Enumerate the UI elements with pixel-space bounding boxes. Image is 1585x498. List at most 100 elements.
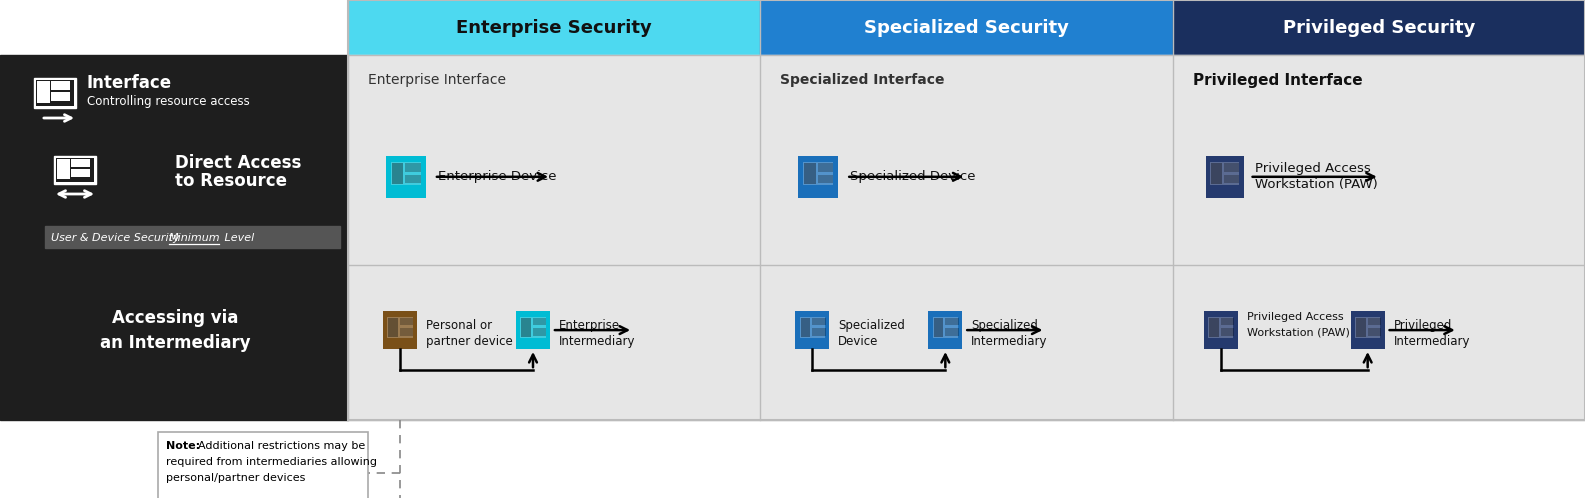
Bar [36, 81, 49, 103]
Bar [945, 328, 959, 336]
Text: Minimum: Minimum [170, 233, 220, 243]
Text: Note:: Note: [166, 441, 200, 451]
Bar [796, 342, 829, 349]
Text: Intermediary: Intermediary [972, 335, 1048, 348]
Bar [1350, 342, 1385, 349]
Bar [1224, 175, 1239, 183]
Bar [1224, 163, 1239, 172]
Bar [406, 175, 422, 183]
Bar [799, 191, 838, 198]
Bar [1173, 265, 1585, 420]
Bar [929, 311, 962, 349]
Bar [1203, 311, 1238, 349]
Bar [44, 226, 341, 248]
Text: Privileged Access: Privileged Access [1255, 162, 1371, 175]
Text: Interface: Interface [87, 74, 173, 92]
Bar [349, 55, 761, 265]
Bar [517, 342, 550, 349]
Bar [33, 78, 76, 108]
Text: partner device: partner device [426, 335, 514, 348]
Text: Specialized Security: Specialized Security [864, 18, 1068, 36]
Bar [1203, 342, 1238, 349]
Bar [349, 265, 761, 420]
Text: Specialized: Specialized [972, 319, 1038, 332]
Bar [55, 158, 94, 182]
Bar [387, 156, 426, 198]
Bar [71, 159, 90, 167]
Bar [399, 328, 414, 336]
Bar [934, 318, 943, 337]
Text: Direct Access: Direct Access [174, 154, 301, 172]
Bar [1355, 318, 1366, 337]
Text: Workstation (PAW): Workstation (PAW) [1247, 327, 1349, 337]
Bar [0, 55, 349, 420]
Bar [932, 317, 957, 338]
Bar [945, 318, 959, 325]
Bar [1220, 318, 1233, 325]
Bar [57, 159, 70, 179]
Text: Workstation (PAW): Workstation (PAW) [1255, 178, 1377, 191]
Bar [1355, 317, 1381, 338]
Bar [761, 55, 1173, 265]
Bar [1173, 55, 1585, 265]
Bar [1206, 156, 1244, 198]
FancyBboxPatch shape [158, 432, 368, 498]
Bar [54, 156, 97, 184]
Bar [1208, 317, 1233, 338]
Bar [1368, 328, 1381, 336]
Text: Specialized Device: Specialized Device [850, 170, 976, 183]
Bar [1211, 163, 1222, 184]
Bar [71, 169, 90, 177]
Bar [391, 163, 404, 184]
Bar [804, 162, 834, 185]
Text: Device: Device [838, 335, 878, 348]
Text: Intermediary: Intermediary [1393, 335, 1471, 348]
Bar [51, 92, 70, 101]
Text: Intermediary: Intermediary [560, 335, 636, 348]
Bar [384, 311, 417, 349]
Bar [818, 175, 834, 183]
Text: Level: Level [220, 233, 254, 243]
Bar [388, 318, 398, 337]
Bar [517, 311, 550, 349]
Bar [796, 311, 829, 349]
Bar [1173, 0, 1585, 55]
Text: Enterprise: Enterprise [560, 319, 620, 332]
Bar [533, 318, 547, 325]
Text: Privileged Security: Privileged Security [1282, 18, 1476, 36]
Text: Accessing via
an Intermediary: Accessing via an Intermediary [100, 308, 250, 352]
Bar [384, 342, 417, 349]
Text: Enterprise Device: Enterprise Device [437, 170, 556, 183]
Bar [818, 163, 834, 172]
Bar [406, 163, 422, 172]
Bar [1350, 311, 1385, 349]
Text: Privileged Access: Privileged Access [1247, 312, 1344, 322]
Text: Enterprise Security: Enterprise Security [456, 18, 651, 36]
Text: Privileged Interface: Privileged Interface [1192, 73, 1362, 88]
Bar [1209, 318, 1219, 337]
Text: User & Device Security: User & Device Security [51, 233, 184, 243]
Bar [812, 328, 826, 336]
Text: to Resource: to Resource [174, 172, 287, 190]
Bar [51, 81, 70, 90]
Bar [533, 328, 547, 336]
Bar [761, 265, 1173, 420]
Text: Controlling resource access: Controlling resource access [87, 95, 250, 108]
Bar [391, 162, 422, 185]
Bar [761, 0, 1173, 55]
Bar [520, 317, 545, 338]
Bar [800, 318, 810, 337]
Bar [1220, 328, 1233, 336]
Text: Additional restrictions may be: Additional restrictions may be [198, 441, 365, 451]
Bar [521, 318, 531, 337]
Bar [799, 317, 826, 338]
Bar [1211, 162, 1239, 185]
Bar [929, 342, 962, 349]
Text: Specialized: Specialized [838, 319, 905, 332]
Bar [399, 318, 414, 325]
Bar [804, 163, 816, 184]
Bar [387, 317, 412, 338]
Text: Personal or: Personal or [426, 319, 491, 332]
Bar [349, 0, 761, 55]
Bar [36, 80, 74, 106]
